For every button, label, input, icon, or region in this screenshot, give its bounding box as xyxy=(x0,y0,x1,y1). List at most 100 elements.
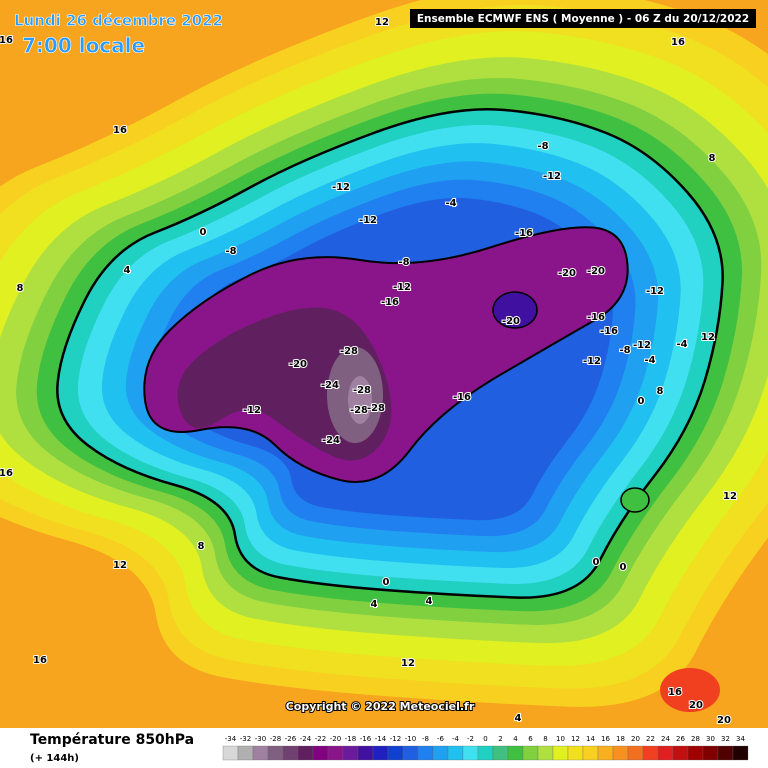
contour-label: -8 xyxy=(537,141,548,152)
scale-label: -6 xyxy=(437,735,445,743)
contour-label: 12 xyxy=(375,17,389,28)
model-title: Ensemble ECMWF ENS ( Moyenne ) - 06 Z du… xyxy=(417,13,749,25)
scale-label: -22 xyxy=(315,735,326,743)
scale-label: 22 xyxy=(646,735,655,743)
contour-label: -16 xyxy=(587,312,605,323)
scale-swatch xyxy=(417,745,434,761)
scale-swatch xyxy=(312,745,329,761)
contour-label: -12 xyxy=(633,340,651,351)
scale-swatch xyxy=(492,745,509,761)
scale-swatch xyxy=(282,745,299,761)
contour-label: -12 xyxy=(393,282,411,293)
scale-label: -4 xyxy=(452,735,460,743)
scale-swatch xyxy=(642,745,659,761)
scale-label: -26 xyxy=(285,735,297,743)
contour-label: -20 xyxy=(587,266,605,277)
coldest-center xyxy=(348,376,372,424)
lead-time: (+ 144h) xyxy=(30,753,79,764)
contour-label: 16 xyxy=(33,655,47,666)
contour-label: -16 xyxy=(453,392,471,403)
contour-label: -20 xyxy=(502,316,520,327)
contour-label: 8 xyxy=(709,153,716,164)
contour-label: -16 xyxy=(381,297,399,308)
contour-label: 8 xyxy=(657,386,664,397)
contour-label: 0 xyxy=(620,562,627,573)
contour-label: -8 xyxy=(619,345,630,356)
scale-swatch xyxy=(462,745,479,761)
scale-label: -28 xyxy=(270,735,281,743)
contour-label: 12 xyxy=(701,332,715,343)
contour-label: -4 xyxy=(445,198,456,209)
scale-swatch xyxy=(507,745,524,761)
contour-label: -12 xyxy=(243,405,261,416)
temperature-field xyxy=(0,0,768,728)
contour-label: -12 xyxy=(332,182,350,193)
scale-swatch xyxy=(717,745,734,761)
scale-label: -8 xyxy=(422,735,429,743)
contour-label: -28 xyxy=(367,403,385,414)
scale-swatch xyxy=(567,745,584,761)
scale-swatch xyxy=(522,745,539,761)
scale-swatch xyxy=(552,745,569,761)
scale-swatch xyxy=(732,745,749,761)
scale-swatch xyxy=(627,745,644,761)
scale-swatch xyxy=(597,745,614,761)
contour-label: 16 xyxy=(671,37,685,48)
scale-swatch xyxy=(702,745,719,761)
scale-swatch xyxy=(477,745,494,761)
cold-core xyxy=(143,226,629,483)
warm-pocket xyxy=(492,291,538,329)
scale-label: 12 xyxy=(571,735,580,743)
contour-label: -24 xyxy=(321,380,339,391)
scale-label: -10 xyxy=(405,735,416,743)
contour-label: -28 xyxy=(353,385,371,396)
contour-label: 0 xyxy=(593,557,600,568)
scale-label: -20 xyxy=(330,735,341,743)
contour-label: -8 xyxy=(398,257,409,268)
contour-label: -24 xyxy=(322,435,340,446)
contour-label: 16 xyxy=(0,468,13,479)
scale-label: 20 xyxy=(631,735,640,743)
contour-label: 0 xyxy=(383,577,390,588)
scale-label: -2 xyxy=(467,735,474,743)
contour-label: -4 xyxy=(676,339,687,350)
scale-swatch xyxy=(672,745,689,761)
contour-label: 12 xyxy=(401,658,415,669)
scale-swatch xyxy=(402,745,419,761)
contour-label: -16 xyxy=(600,326,618,337)
scale-swatch xyxy=(387,745,404,761)
scale-label: -12 xyxy=(390,735,401,743)
scale-label: -24 xyxy=(300,735,312,743)
scale-label: 32 xyxy=(721,735,730,743)
scale-label: 10 xyxy=(556,735,565,743)
warm-pocket xyxy=(620,487,650,513)
scale-label: -32 xyxy=(240,735,251,743)
contour-label: -4 xyxy=(644,355,655,366)
scale-swatch xyxy=(222,745,239,761)
contour-label: 12 xyxy=(113,560,127,571)
contour-label: -16 xyxy=(515,228,533,239)
contour-label: 4 xyxy=(124,265,131,276)
scale-swatch xyxy=(657,745,674,761)
copyright: Copyright © 2022 Meteociel.fr xyxy=(286,700,475,713)
scale-swatch xyxy=(237,745,254,761)
scale-swatch xyxy=(432,745,449,761)
contour-label: 0 xyxy=(200,227,207,238)
time-title: 7:00 locale xyxy=(22,34,145,58)
scale-swatch xyxy=(582,745,599,761)
contour-label: -12 xyxy=(646,286,664,297)
scale-label: 26 xyxy=(676,735,685,743)
scale-label: -16 xyxy=(360,735,372,743)
scale-label: 24 xyxy=(661,735,670,743)
contour-label: 8 xyxy=(17,283,24,294)
color-scale: -34 -32 -30 -28 -26 -24 -22 -20 -18 -16 -14 -12 -10-… xyxy=(222,735,749,761)
scale-swatch xyxy=(612,745,629,761)
contour-label: -28 xyxy=(350,405,368,416)
scale-swatch xyxy=(297,745,314,761)
contour-label: 16 xyxy=(668,687,682,698)
scale-label: 2 xyxy=(498,735,502,743)
contour-label: 12 xyxy=(723,491,737,502)
contour-label: 0 xyxy=(638,396,645,407)
